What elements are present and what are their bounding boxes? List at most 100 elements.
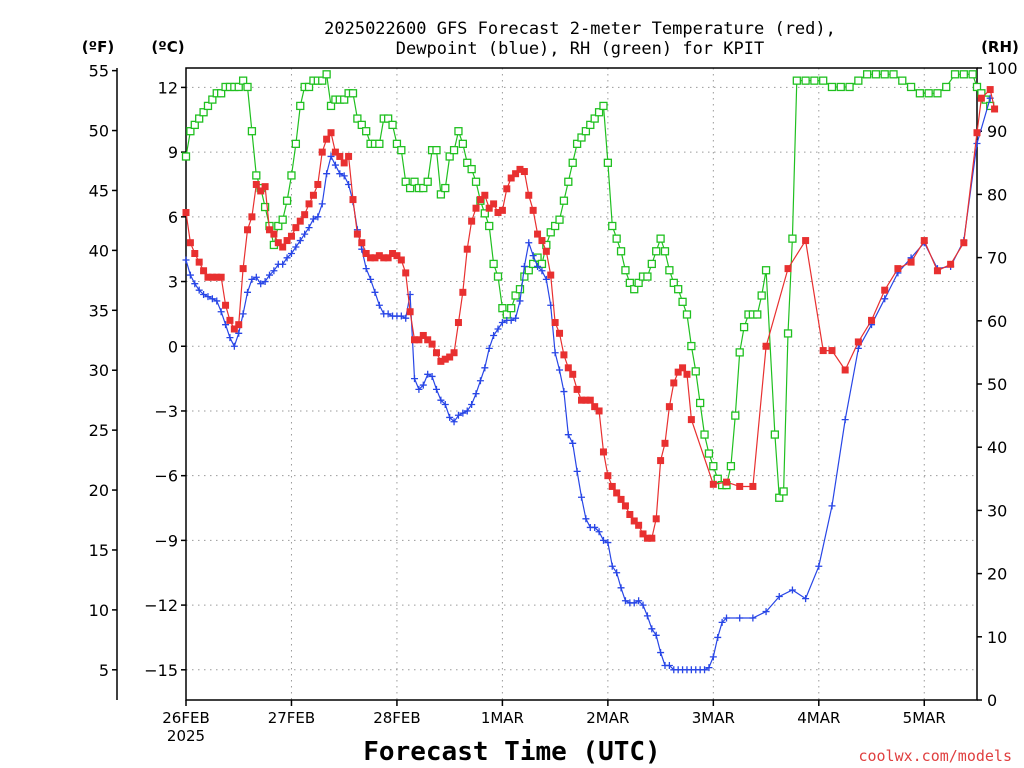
temperature-point [195,258,203,266]
dewpoint-point [736,614,744,622]
dewpoint-point [305,224,313,232]
temperature-point [920,237,928,245]
rh-point [383,114,393,123]
dewpoint-point [195,286,203,294]
temperature-point [336,152,344,160]
rh-point [186,127,195,136]
dewpoint-point [270,267,278,275]
dewpoint-point [397,312,405,320]
rh-point [405,183,415,193]
temperature-point [652,515,660,523]
temperature-point [894,265,902,273]
fahrenheit-axis-label: (ºF) [82,38,114,56]
celsius-tick-label: −6 [154,467,178,486]
rh-point [520,272,529,281]
rh-point [827,82,837,92]
rh-point [810,76,819,85]
dewpoint-point [520,262,528,270]
rh-point [915,89,925,98]
rh-point [432,146,441,155]
rh-point [322,70,331,79]
temperature-point [437,357,445,365]
temperature-point [384,254,392,262]
rh-point [594,108,604,117]
celsius-tick-label: −3 [154,402,178,421]
rh-point [682,310,692,319]
temperature-point [349,196,357,204]
rh-tick-label: 30 [987,501,1007,520]
rh-point [507,304,516,313]
temperature-point [459,288,467,296]
rh-point [704,449,714,458]
rh-point [234,82,243,92]
rh-point [397,146,406,155]
rh-point [274,221,283,231]
rh-point [401,177,410,186]
rh-tick-label: 20 [987,565,1007,584]
dewpoint-point [248,275,256,283]
rh-point [678,297,687,306]
rh-point [854,76,863,85]
temperature-point [802,237,810,245]
temperature-point [261,183,269,191]
rh-point [445,152,454,161]
temperature-point [244,226,252,234]
temperature-point [287,232,295,240]
rh-point [660,247,670,256]
rh-point [550,221,560,231]
dewpoint-point [657,649,665,657]
temperature-point [854,338,862,346]
dewpoint-point [621,597,629,605]
rh-point [819,76,828,85]
dewpoint-point [314,213,322,221]
rh-point [652,247,661,256]
rh-point [203,101,213,111]
temperature-point [503,185,511,193]
dewpoint-point [252,273,260,281]
rh-point [555,215,564,224]
dewpoint-point [705,664,713,672]
rh-point [691,367,700,376]
chart-title-line2: Dewpoint (blue), RH (green) for KPIT [396,39,764,59]
temperature-point [323,135,331,143]
temperature-point [578,396,585,404]
rh-tick-label: 100 [987,59,1018,78]
temperature-point [340,159,348,167]
rh-point [775,493,784,502]
temperature-point [991,105,999,113]
rh-point [880,70,889,79]
temperature-point [604,472,612,480]
temperature-point [292,224,300,232]
dewpoint-point [749,614,757,622]
dewpoint-point [525,239,533,247]
dewpoint-point [648,625,656,633]
temperature-point [841,366,849,374]
dewpoint-point [217,308,225,316]
x-axis-title: Forecast Time (UTC) [363,737,660,767]
temperature-point [200,267,208,275]
fahrenheit-tick-label: 40 [89,241,109,260]
dewpoint-point [424,370,432,378]
rh-point [498,304,507,313]
rh-point [247,127,257,136]
dewpoint-point [595,528,603,536]
dewpoint-point [560,388,568,396]
dewpoint-point [775,592,783,600]
temperature-point [265,226,273,234]
dewpoint-point [529,252,537,260]
rh-point [761,266,771,275]
dewpoint-point [384,310,392,318]
rh-point [238,76,248,85]
dewpoint-point [362,265,370,273]
dewpoint-point [222,321,230,329]
rh-tick-label: 10 [987,628,1007,647]
rh-point [924,89,933,98]
dewpoint-point [239,310,247,318]
date-tick-label: 4MAR [797,709,840,727]
rh-point [731,411,740,420]
temperature-point [828,347,836,355]
temperature-point [933,267,941,275]
dewpoint-point [551,349,559,357]
temperature-point [569,370,577,378]
temperature-point [182,209,190,217]
